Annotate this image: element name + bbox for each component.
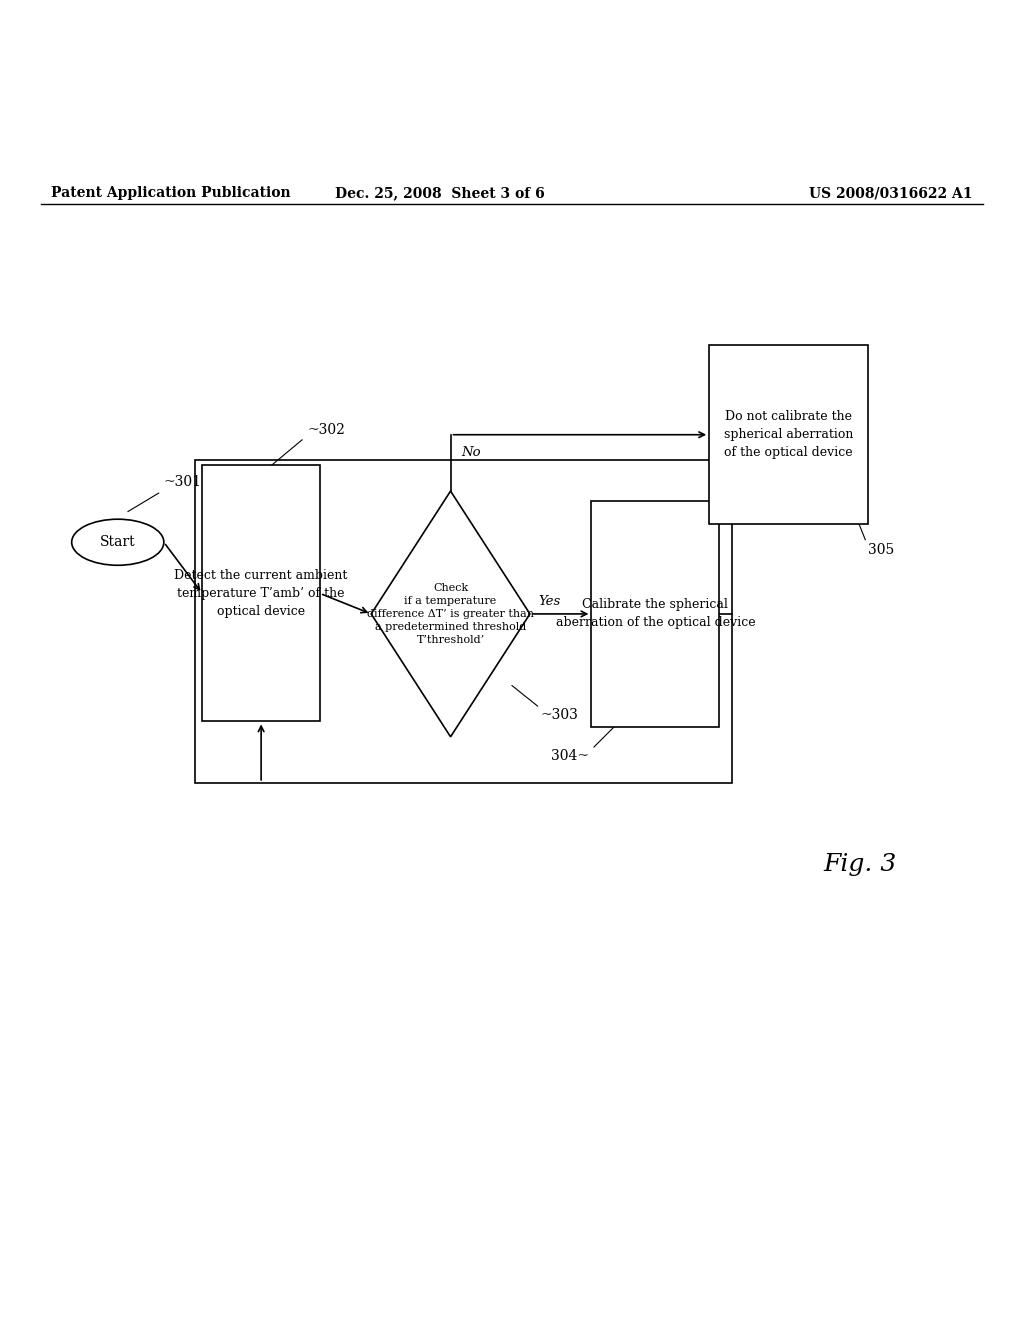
Text: Start: Start: [100, 535, 135, 549]
Text: ~303: ~303: [541, 708, 579, 722]
Polygon shape: [371, 491, 530, 737]
Text: Check
if a temperature
difference ΔT’ is greater than
a predetermined threshold
: Check if a temperature difference ΔT’ is…: [367, 582, 535, 645]
Text: ~301: ~301: [164, 475, 202, 488]
Text: Do not calibrate the
spherical aberration
of the optical device: Do not calibrate the spherical aberratio…: [724, 411, 853, 459]
Ellipse shape: [72, 519, 164, 565]
Text: No: No: [461, 446, 480, 459]
Text: Detect the current ambient
temperature T’amb’ of the
optical device: Detect the current ambient temperature T…: [174, 569, 348, 618]
Text: US 2008/0316622 A1: US 2008/0316622 A1: [809, 186, 973, 201]
Text: Calibrate the spherical
aberration of the optical device: Calibrate the spherical aberration of th…: [556, 598, 755, 630]
Text: ~302: ~302: [307, 422, 345, 437]
FancyBboxPatch shape: [709, 345, 868, 524]
FancyBboxPatch shape: [203, 466, 319, 722]
Text: 305: 305: [868, 543, 895, 557]
Text: 304~: 304~: [551, 748, 589, 763]
Text: Fig. 3: Fig. 3: [823, 853, 897, 876]
Text: Patent Application Publication: Patent Application Publication: [51, 186, 291, 201]
Text: Dec. 25, 2008  Sheet 3 of 6: Dec. 25, 2008 Sheet 3 of 6: [336, 186, 545, 201]
Text: Yes: Yes: [539, 595, 560, 609]
FancyBboxPatch shape: [592, 502, 719, 726]
